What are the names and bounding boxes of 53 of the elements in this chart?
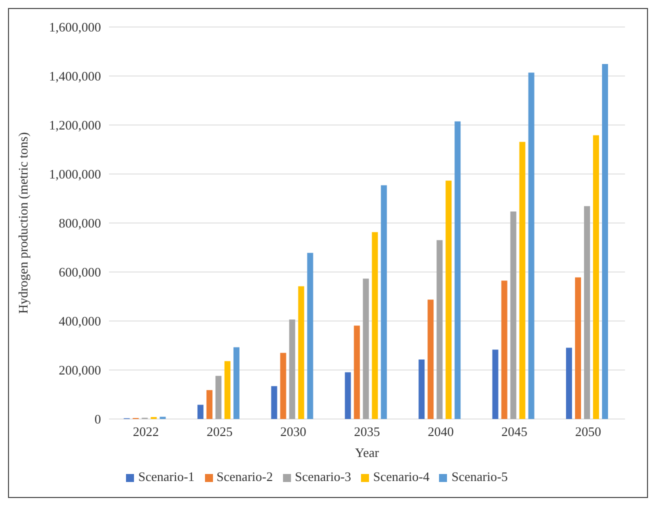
y-tick-label: 0 [94, 412, 101, 427]
bar [372, 232, 378, 419]
y-tick-label: 1,400,000 [49, 68, 101, 84]
bar [454, 121, 461, 419]
bar [593, 135, 600, 419]
bar [215, 376, 222, 419]
bar [289, 320, 296, 419]
y-tick-label: 200,000 [58, 362, 101, 378]
bar [307, 252, 314, 419]
bar [344, 372, 351, 419]
y-tick-label: 600,000 [58, 264, 101, 280]
x-tick-label: 2035 [354, 424, 380, 440]
bar [602, 64, 608, 419]
legend-label: Scenario-3 [294, 469, 352, 484]
x-tick-label: 2045 [501, 424, 528, 440]
legend-label: Scenario-4 [373, 469, 430, 484]
bar [519, 142, 526, 419]
bar [510, 211, 516, 419]
bar [584, 206, 590, 419]
bar [271, 386, 278, 419]
bar [362, 278, 369, 419]
x-tick-label: 2050 [575, 424, 602, 440]
bar [197, 404, 204, 419]
bar [380, 185, 387, 419]
bar [206, 390, 212, 419]
bar [528, 72, 534, 419]
bar [298, 286, 304, 419]
legend-label: Scenario-1 [138, 469, 195, 484]
bar [418, 359, 425, 419]
x-axis-title: Year [355, 445, 380, 460]
legend-label: Scenario-2 [216, 469, 273, 484]
bar [224, 361, 230, 419]
y-tick-label: 1,000,000 [49, 166, 101, 182]
x-tick-label: 2025 [206, 424, 233, 440]
x-tick-label: 2022 [132, 424, 159, 440]
bar [233, 347, 240, 419]
bar [354, 326, 360, 419]
y-tick-label: 400,000 [58, 314, 101, 329]
bar [446, 180, 452, 419]
bar [436, 240, 443, 419]
bar [566, 348, 572, 419]
x-tick-label: 2030 [280, 424, 306, 440]
y-tick-label: 800,000 [58, 216, 101, 231]
x-tick-label: 2040 [428, 424, 454, 440]
bar [575, 277, 582, 419]
bar [428, 300, 434, 419]
bar [280, 352, 286, 419]
y-tick-label: 1,200,000 [49, 118, 101, 133]
bar [501, 280, 508, 419]
y-axis-title: Hydrogen production (metric tons) [16, 132, 31, 314]
bar [492, 350, 498, 419]
legend-label: Scenario-5 [451, 469, 508, 484]
y-tick-label: 1,600,000 [49, 20, 101, 35]
